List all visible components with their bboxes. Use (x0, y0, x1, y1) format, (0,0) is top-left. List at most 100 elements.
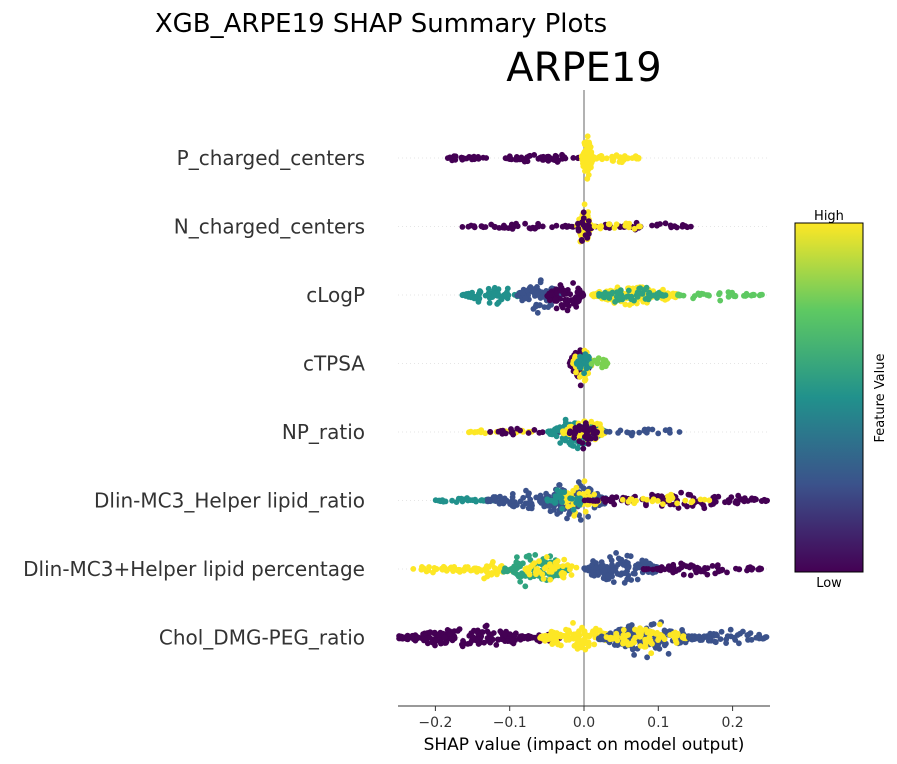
shap-point (648, 640, 655, 646)
shap-point (455, 495, 462, 502)
shap-point (509, 503, 516, 509)
shap-point (628, 622, 635, 628)
shap-point (461, 567, 467, 574)
shap-point (573, 631, 579, 638)
shap-point (628, 293, 635, 300)
shap-point (636, 429, 643, 436)
shap-point (579, 238, 585, 244)
shap-point (581, 139, 588, 146)
shap-point (483, 568, 490, 575)
shap-point (534, 566, 541, 572)
shap-point (559, 499, 565, 506)
shap-point (743, 290, 750, 297)
shap-point (736, 640, 742, 647)
shap-point (718, 567, 725, 574)
shap-point (669, 566, 676, 573)
x-axis-label: SHAP value (impact on model output) (424, 735, 745, 755)
shap-point (661, 627, 668, 634)
shap-point (499, 500, 505, 506)
shap-point (688, 499, 695, 506)
shap-point (564, 224, 570, 230)
shap-point (492, 224, 499, 230)
shap-point (724, 569, 730, 576)
shap-point (576, 427, 583, 433)
shap-point (534, 309, 541, 316)
shap-point (643, 558, 649, 565)
colorbar: High Low Feature Value (794, 209, 888, 591)
shap-point (581, 478, 588, 484)
shap-point (678, 489, 684, 496)
shap-point (718, 628, 725, 635)
shap-point (557, 488, 563, 495)
shap-point (594, 498, 601, 504)
shap-point (509, 491, 516, 497)
feature-label: Dlin-MC3_Helper lipid_ratio (94, 489, 365, 513)
shap-point (518, 570, 525, 577)
shap-point (484, 496, 491, 503)
shap-point (670, 561, 677, 568)
shap-point (414, 634, 421, 640)
feature-labels: P_charged_centers N_charged_centers cLogP c… (23, 146, 365, 650)
shap-point (676, 429, 683, 435)
shap-point (469, 497, 476, 504)
x-tick-label: −0.1 (493, 715, 527, 731)
shap-point (546, 154, 552, 160)
shap-point (549, 431, 556, 438)
feature-label: Chol_DMG-PEG_ratio (159, 626, 365, 650)
shap-point (573, 369, 579, 376)
beeswarm-points (396, 133, 770, 661)
shap-point (524, 154, 531, 161)
shap-point (459, 224, 466, 230)
shap-point (747, 564, 754, 570)
shap-point (762, 498, 769, 505)
shap-point (545, 428, 551, 435)
shap-point (649, 426, 656, 433)
shap-point (502, 291, 508, 298)
shap-point (543, 564, 550, 570)
shap-point (574, 636, 581, 643)
suptitle: XGB_ARPE19 SHAP Summary Plots (155, 9, 607, 39)
shap-point (435, 497, 442, 504)
shap-point (419, 635, 426, 642)
shap-point (614, 642, 621, 648)
feature-label: N_charged_centers (174, 215, 365, 239)
shap-point (705, 292, 712, 299)
shap-point (675, 505, 682, 511)
shap-point (702, 565, 708, 571)
shap-point (660, 501, 666, 507)
shap-point (685, 491, 692, 498)
shap-point (601, 294, 608, 301)
shap-point (585, 639, 592, 645)
shap-point (613, 550, 619, 556)
shap-point (625, 564, 632, 571)
shap-point (494, 301, 501, 307)
shap-point (648, 650, 655, 657)
x-tick-label: −0.2 (418, 715, 452, 731)
shap-point (674, 630, 681, 637)
shap-point (537, 277, 544, 283)
shap-point (398, 634, 405, 641)
shap-point (541, 304, 548, 310)
feature-label: cLogP (306, 283, 365, 307)
shap-point (588, 418, 595, 425)
shap-point (727, 626, 734, 633)
shap-point (540, 575, 547, 582)
shap-point (549, 224, 555, 231)
shap-point (582, 631, 589, 638)
shap-point (482, 430, 489, 437)
shap-point (682, 497, 689, 504)
shap-point (610, 579, 617, 585)
shap-point (573, 641, 580, 648)
shap-point (522, 583, 529, 590)
shap-point (734, 500, 741, 507)
shap-point (534, 284, 540, 290)
feature-points (432, 478, 770, 523)
shap-point (655, 637, 661, 643)
shap-point (571, 434, 577, 441)
shap-point (634, 293, 641, 300)
shap-point (582, 646, 589, 653)
shap-point (753, 634, 760, 641)
shap-point (504, 638, 511, 644)
shap-point (603, 155, 610, 162)
shap-point (556, 482, 562, 488)
